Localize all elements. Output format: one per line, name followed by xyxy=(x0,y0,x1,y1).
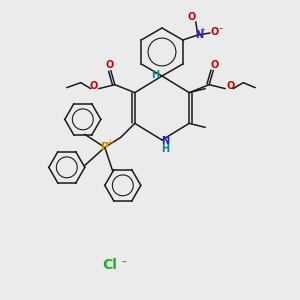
Text: O: O xyxy=(226,81,234,91)
Text: -: - xyxy=(219,23,223,33)
Text: Cl: Cl xyxy=(103,258,117,272)
Text: O: O xyxy=(106,60,114,70)
Text: +: + xyxy=(106,138,113,147)
Text: O: O xyxy=(90,81,98,91)
Text: O: O xyxy=(211,27,219,37)
Text: +: + xyxy=(199,27,205,33)
Text: O: O xyxy=(210,60,218,70)
Text: H: H xyxy=(151,70,159,80)
Text: P: P xyxy=(101,142,109,152)
Text: N: N xyxy=(195,30,203,40)
Text: -: - xyxy=(122,256,126,270)
Text: H: H xyxy=(161,144,169,154)
Text: O: O xyxy=(188,12,196,22)
Text: N: N xyxy=(161,136,169,146)
